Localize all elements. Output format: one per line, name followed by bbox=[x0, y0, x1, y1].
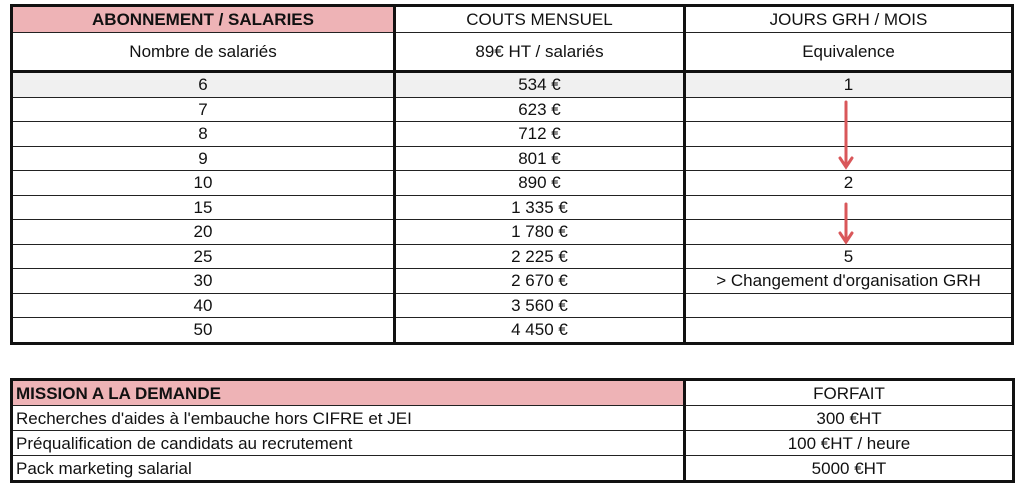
equivalence-cell bbox=[684, 121, 1013, 147]
header-hr-days: JOURS GRH / MOIS bbox=[684, 5, 1013, 33]
price-cell: 100 €HT / heure bbox=[684, 430, 1014, 456]
cost-cell: 2 670 € bbox=[394, 268, 686, 294]
header-row: MISSION A LA DEMANDE FORFAIT bbox=[11, 379, 1014, 406]
table-row: 50 4 450 € bbox=[11, 317, 1013, 344]
cost-cell: 890 € bbox=[394, 170, 686, 196]
employees-cell: 30 bbox=[11, 268, 396, 294]
equivalence-cell: 5 bbox=[684, 243, 1013, 269]
employees-cell: 8 bbox=[11, 121, 396, 147]
cost-cell: 623 € bbox=[394, 96, 686, 122]
equivalence-cell: 1 bbox=[684, 71, 1013, 98]
table-row: 20 1 780 € bbox=[11, 219, 1013, 245]
cost-cell: 2 225 € bbox=[394, 243, 686, 269]
employees-cell: 6 bbox=[11, 71, 396, 98]
table-row: 8 712 € bbox=[11, 121, 1013, 147]
subheader-price: 89€ HT / salariés bbox=[394, 32, 686, 73]
table-row: 7 623 € bbox=[11, 96, 1013, 122]
cost-cell: 534 € bbox=[394, 71, 686, 98]
employees-cell: 20 bbox=[11, 219, 396, 245]
employees-cell: 25 bbox=[11, 243, 396, 269]
employees-cell: 40 bbox=[11, 292, 396, 318]
employees-cell: 50 bbox=[11, 317, 396, 344]
equivalence-cell: > Changement d'organisation GRH bbox=[684, 268, 1013, 294]
mission-cell: Recherches d'aides à l'embauche hors CIF… bbox=[11, 405, 686, 431]
equivalence-cell bbox=[684, 145, 1013, 171]
mission-table: MISSION A LA DEMANDE FORFAIT Recherches … bbox=[10, 378, 1015, 483]
equivalence-cell bbox=[684, 292, 1013, 318]
table-row: 9 801 € bbox=[11, 145, 1013, 171]
subheader-equivalence: Equivalence bbox=[684, 32, 1013, 73]
equivalence-cell: 2 bbox=[684, 170, 1013, 196]
employees-cell: 7 bbox=[11, 96, 396, 122]
cost-cell: 3 560 € bbox=[394, 292, 686, 318]
price-cell: 300 €HT bbox=[684, 405, 1014, 431]
table-row: 30 2 670 € > Changement d'organisation GRH bbox=[11, 268, 1013, 294]
table-row: 15 1 335 € bbox=[11, 194, 1013, 220]
header-flat-rate: FORFAIT bbox=[684, 379, 1014, 406]
table-row: Recherches d'aides à l'embauche hors CIF… bbox=[11, 405, 1014, 431]
table-row: 40 3 560 € bbox=[11, 292, 1013, 318]
equivalence-cell bbox=[684, 317, 1013, 344]
cost-cell: 801 € bbox=[394, 145, 686, 171]
cost-cell: 1 780 € bbox=[394, 219, 686, 245]
mission-cell: Préqualification de candidats au recrute… bbox=[11, 430, 686, 456]
employees-cell: 15 bbox=[11, 194, 396, 220]
cost-cell: 1 335 € bbox=[394, 194, 686, 220]
header-subscription: ABONNEMENT / SALARIES bbox=[11, 5, 396, 33]
mission-cell: Pack marketing salarial bbox=[11, 455, 686, 482]
header-row: ABONNEMENT / SALARIES COUTS MENSUEL JOUR… bbox=[11, 5, 1013, 33]
equivalence-cell bbox=[684, 194, 1013, 220]
header-monthly-cost: COUTS MENSUEL bbox=[394, 5, 686, 33]
table-row: Pack marketing salarial 5000 €HT bbox=[11, 455, 1014, 482]
equivalence-cell bbox=[684, 96, 1013, 122]
table-row: 25 2 225 €5 bbox=[11, 243, 1013, 269]
header-mission: MISSION A LA DEMANDE bbox=[11, 379, 686, 406]
table-row: 10 890 €2 bbox=[11, 170, 1013, 196]
subheader-row: Nombre de salariés 89€ HT / salariés Equ… bbox=[11, 32, 1013, 73]
cost-cell: 712 € bbox=[394, 121, 686, 147]
table-row: Préqualification de candidats au recrute… bbox=[11, 430, 1014, 456]
employees-cell: 10 bbox=[11, 170, 396, 196]
cost-cell: 4 450 € bbox=[394, 317, 686, 344]
subheader-employees: Nombre de salariés bbox=[11, 32, 396, 73]
price-cell: 5000 €HT bbox=[684, 455, 1014, 482]
employees-cell: 9 bbox=[11, 145, 396, 171]
subscription-table: ABONNEMENT / SALARIES COUTS MENSUEL JOUR… bbox=[10, 4, 1014, 345]
equivalence-cell bbox=[684, 219, 1013, 245]
table-row: 6 534 €1 bbox=[11, 71, 1013, 98]
